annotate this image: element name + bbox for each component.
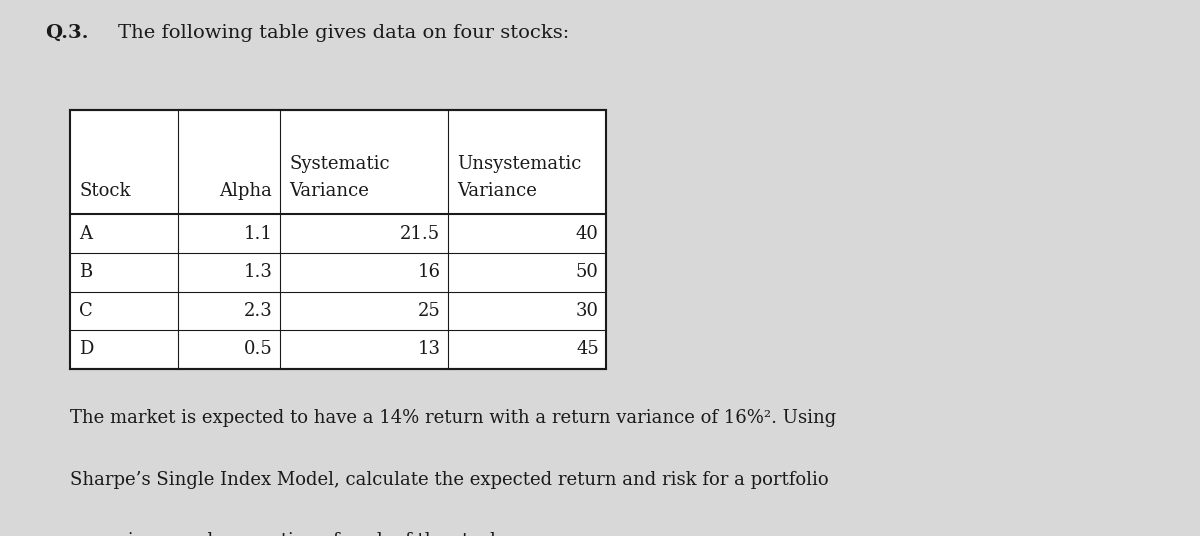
Text: assuming equal proportion of each of the stock.: assuming equal proportion of each of the… — [70, 532, 506, 536]
Text: C: C — [79, 302, 92, 320]
Text: 1.1: 1.1 — [244, 225, 272, 243]
Text: B: B — [79, 263, 92, 281]
Text: 2.3: 2.3 — [244, 302, 272, 320]
Text: Q.3.: Q.3. — [46, 24, 89, 42]
Text: 0.5: 0.5 — [244, 340, 272, 359]
Text: Sharpe’s Single Index Model, calculate the expected return and risk for a portfo: Sharpe’s Single Index Model, calculate t… — [70, 471, 828, 489]
Text: 25: 25 — [418, 302, 440, 320]
Text: Variance: Variance — [289, 182, 370, 200]
Text: 30: 30 — [576, 302, 599, 320]
Text: Stock: Stock — [79, 182, 131, 200]
Text: A: A — [79, 225, 92, 243]
Text: 45: 45 — [576, 340, 599, 359]
Text: Systematic: Systematic — [289, 155, 390, 173]
Text: 50: 50 — [576, 263, 599, 281]
Text: D: D — [79, 340, 94, 359]
Text: 21.5: 21.5 — [401, 225, 440, 243]
Text: The market is expected to have a 14% return with a return variance of 16%². Usin: The market is expected to have a 14% ret… — [70, 409, 836, 427]
Text: 40: 40 — [576, 225, 599, 243]
Text: Unsystematic: Unsystematic — [457, 155, 582, 173]
Text: The following table gives data on four stocks:: The following table gives data on four s… — [118, 24, 569, 42]
Text: Alpha: Alpha — [220, 182, 272, 200]
Text: 16: 16 — [418, 263, 440, 281]
Text: 13: 13 — [418, 340, 440, 359]
Text: 1.3: 1.3 — [244, 263, 272, 281]
Text: Variance: Variance — [457, 182, 538, 200]
